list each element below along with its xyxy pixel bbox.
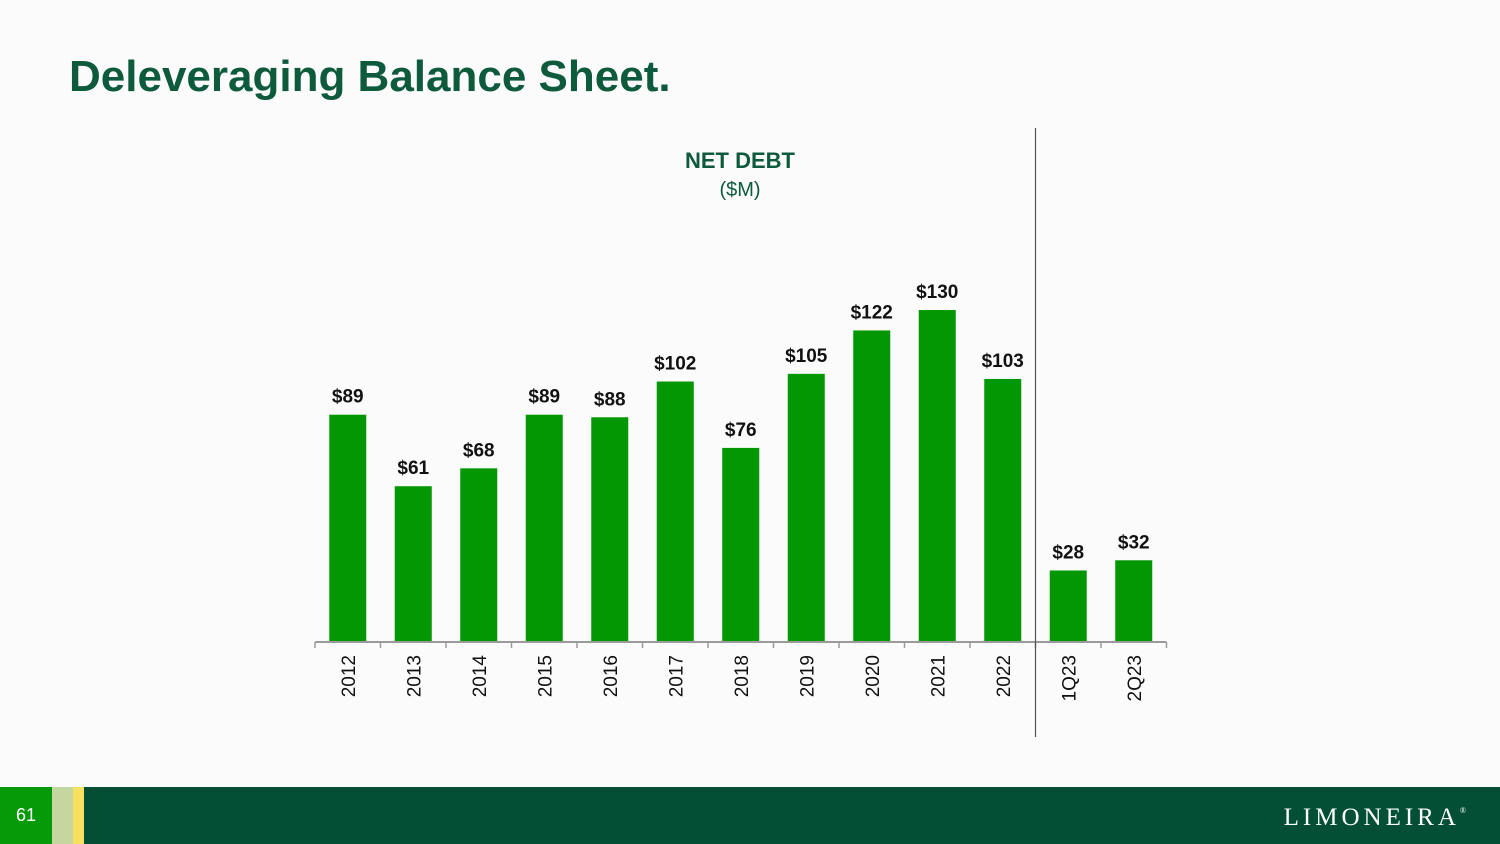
bar-2020	[853, 330, 891, 642]
net-debt-bar-chart: $89 2012 $61 2013 $68 2014 $89 2015 $88 2016 $102 2…	[314, 128, 1168, 737]
tick-label-2018: 2018	[732, 655, 753, 697]
tick-label-1Q23: 1Q23	[1059, 655, 1080, 701]
logo-text: LIMONEIRA	[1283, 804, 1460, 831]
data-label-2016: $88	[594, 389, 626, 410]
data-label-2020: $122	[851, 302, 893, 323]
bar-2018	[722, 447, 760, 642]
data-label-2022: $103	[982, 351, 1024, 372]
bar-2015	[525, 414, 563, 642]
bar-2021	[918, 310, 956, 642]
limoneira-logo: LIMONEIRA®	[1284, 804, 1466, 832]
tick-label-2012: 2012	[339, 655, 360, 697]
bar-2016	[591, 417, 629, 642]
tick-label-2021: 2021	[928, 655, 949, 697]
chart-title: NET DEBT	[685, 148, 795, 173]
tick-label-2015: 2015	[535, 655, 556, 697]
registered-mark: ®	[1459, 806, 1466, 815]
data-label-2012: $89	[332, 387, 364, 408]
tick-label-2014: 2014	[470, 655, 491, 698]
tick-label-2022: 2022	[994, 655, 1015, 697]
data-label-1Q23: $28	[1052, 542, 1084, 563]
data-label-2Q23: $32	[1118, 532, 1150, 553]
data-label-2013: $61	[397, 458, 429, 479]
slide-title: Deleveraging Balance Sheet.	[69, 52, 671, 101]
tick-label-2Q23: 2Q23	[1125, 655, 1146, 701]
data-label-2021: $130	[916, 282, 958, 303]
bar-2014	[460, 468, 498, 642]
chart-subtitle: ($M)	[719, 179, 761, 201]
footer-bar: 61 LIMONEIRA®	[0, 787, 1500, 844]
data-label-2018: $76	[725, 420, 757, 441]
tick-label-2016: 2016	[601, 655, 622, 697]
footer-stripe-light-green	[52, 787, 73, 844]
bar-2019	[787, 373, 825, 642]
data-label-2019: $105	[785, 346, 828, 367]
tick-label-2020: 2020	[863, 655, 884, 697]
footer-stripe-yellow	[73, 787, 84, 844]
tick-label-2019: 2019	[797, 655, 818, 697]
page-number: 61	[0, 787, 52, 844]
bar-2017	[656, 381, 694, 642]
bar-1Q23	[1049, 570, 1087, 642]
bar-2012	[329, 414, 367, 642]
tick-label-2017: 2017	[666, 655, 687, 697]
bar-2013	[394, 486, 432, 642]
bar-2022	[984, 378, 1022, 642]
data-label-2014: $68	[463, 440, 495, 461]
tick-label-2013: 2013	[404, 655, 425, 697]
data-label-2015: $89	[528, 387, 560, 408]
bar-2Q23	[1115, 560, 1153, 642]
data-label-2017: $102	[654, 354, 696, 375]
